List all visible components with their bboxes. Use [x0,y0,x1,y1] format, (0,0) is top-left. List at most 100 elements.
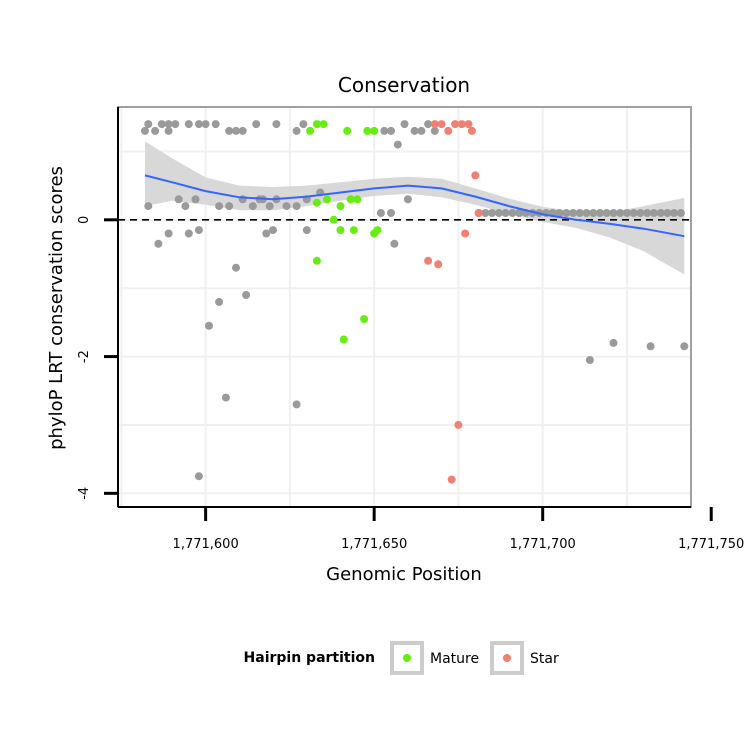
other-point [184,229,193,238]
other-point [562,209,571,217]
x-axis-label: Genomic Position [326,564,482,585]
other-point [232,263,240,272]
other-point [191,195,200,204]
other-point [616,209,625,217]
other-point [430,126,439,135]
other-point [410,126,419,135]
other-point [380,126,389,135]
other-point [403,195,412,204]
other-point [400,120,409,129]
other-point [569,209,577,217]
other-point [157,120,166,129]
star-point [471,171,480,180]
other-point [494,209,503,217]
other-point [481,209,490,217]
other-point [555,209,564,217]
other-point [164,120,173,129]
other-point [154,239,163,248]
other-point [221,393,230,402]
other-point [205,321,213,330]
star-point [461,229,470,238]
other-point [265,202,274,211]
other-point [589,209,598,217]
y-tick-label: 0 [77,216,92,224]
other-point [663,209,672,217]
other-point [623,209,631,217]
other-point [602,209,611,217]
star-point [434,260,443,269]
mature-point [373,226,382,235]
other-point [292,400,301,409]
smooth-trend-line [144,174,685,238]
other-point [238,126,247,135]
other-point [151,126,160,135]
other-point [262,229,271,238]
other-point [609,209,618,217]
other-point [393,140,402,149]
mature-point [349,226,358,235]
other-point [184,120,193,129]
mature-point [363,126,372,135]
mature-point [336,226,345,235]
other-point [141,126,149,135]
x-tick-label: 1,771,650 [341,537,407,552]
star-point [437,120,446,129]
star-point [474,209,483,217]
other-point [292,126,301,135]
other-point [629,209,638,217]
other-point [656,209,665,217]
other-point [646,342,655,351]
mature-point [329,215,338,224]
other-point [144,120,153,129]
other-point [417,126,426,135]
other-point [670,209,679,217]
other-point [201,120,210,129]
other-point [582,209,591,217]
other-point [609,338,618,347]
legend-key-dot [503,654,511,662]
other-point [164,126,173,135]
other-point [292,202,301,211]
other-point [225,126,234,135]
mature-point [306,126,315,135]
legend-entry-label: Star [530,651,559,667]
other-point [515,209,524,217]
other-point [282,202,291,211]
other-point [211,120,220,129]
star-point [444,126,453,135]
axes: 1,771,600 1,771,650 1,771,700 1,771,750 -4 -2… [77,107,744,552]
other-point [272,120,281,129]
star-point [447,475,456,484]
mature-point [312,256,321,265]
other-point [596,209,604,217]
y-tick-label: -2 [77,350,92,363]
chart-title: Conservation [338,73,470,97]
other-point [171,120,180,129]
other-point [643,209,652,217]
other-point [302,226,311,235]
other-point [174,195,183,204]
other-point [215,202,224,211]
star-point [430,120,439,129]
other-point [390,239,399,248]
mature-point [319,120,328,129]
mature-point [336,202,345,211]
legend-title: Hairpin partition [244,650,375,666]
other-point [164,229,173,238]
other-point [252,120,261,129]
other-point [508,209,517,217]
other-point [215,297,224,306]
other-point [232,126,240,135]
other-point [676,209,685,217]
other-point [269,226,277,235]
plot-panel [118,107,691,507]
other-point [248,202,257,211]
star-point [424,256,433,265]
mature-point [323,195,331,204]
other-point [299,120,308,129]
other-point [649,209,658,217]
other-point [194,472,203,481]
other-point [376,209,385,217]
legend-entry-label: Mature [430,651,479,667]
